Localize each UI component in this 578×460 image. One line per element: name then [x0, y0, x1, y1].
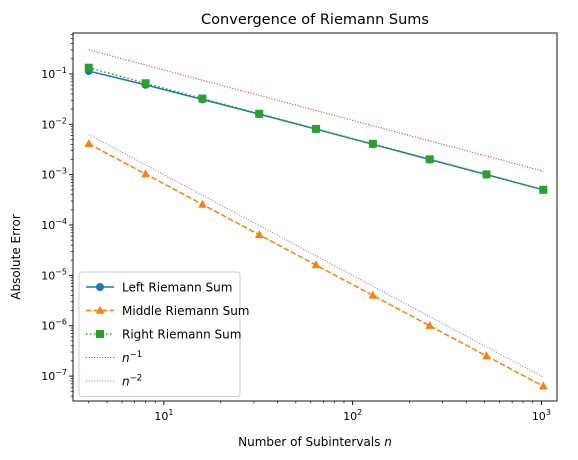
data-point-2	[368, 139, 377, 148]
chart-title: Convergence of Riemann Sums	[201, 12, 429, 28]
series-line-2	[88, 66, 544, 191]
data-point-1	[198, 199, 207, 208]
data-point-2	[84, 63, 93, 72]
x-axis-label: Number of Subintervals n	[238, 435, 392, 449]
x-tick-label: 102	[343, 408, 362, 423]
series-line-4	[88, 134, 544, 378]
y-tick-label: 10−1	[41, 66, 67, 81]
legend-marker-1	[95, 305, 105, 314]
axes: 101 102 103 10−7 10−6 10−5 10−4 10−3 10−2 10−1	[41, 32, 558, 423]
data-point-1	[84, 138, 94, 147]
legend-marker-2	[96, 330, 104, 338]
data-point-1	[539, 381, 548, 390]
legend: Left Riemann Sum Middle Riemann Sum Right …	[78, 271, 250, 397]
data-point-1	[141, 169, 150, 178]
x-tick-label: 101	[154, 408, 173, 423]
plot-area	[84, 49, 548, 390]
data-point-1	[368, 290, 378, 299]
data-point-1	[311, 260, 321, 269]
axes-frame	[72, 32, 558, 402]
series-line-3	[88, 49, 544, 172]
data-point-1	[254, 229, 264, 238]
data-point-2	[425, 155, 434, 164]
data-point-1	[425, 320, 434, 329]
data-point-2	[539, 185, 548, 194]
y-tick-label: 10−7	[41, 368, 67, 383]
legend-label-4: n−2	[122, 373, 142, 388]
y-tick-label: 10−3	[41, 167, 67, 182]
legend-label-3: n−1	[122, 350, 142, 365]
legend-marker-0	[96, 283, 104, 291]
data-point-2	[312, 124, 321, 133]
legend-label-1: Middle Riemann Sum	[122, 304, 250, 318]
legend-label-0: Left Riemann Sum	[122, 280, 232, 294]
y-tick-label: 10−2	[41, 116, 67, 131]
data-point-2	[198, 94, 207, 103]
x-tick-label: 103	[532, 408, 551, 423]
y-tick-label: 10−4	[41, 217, 67, 232]
data-point-2	[141, 79, 150, 88]
data-point-2	[255, 109, 264, 118]
data-point-2	[482, 170, 491, 179]
data-point-1	[482, 351, 491, 360]
legend-label-2: Right Riemann Sum	[122, 327, 241, 341]
legend-box	[78, 271, 241, 397]
y-tick-label: 10−5	[41, 267, 67, 282]
y-tick-label: 10−6	[41, 318, 67, 333]
y-axis-label: Absolute Error	[9, 214, 23, 300]
